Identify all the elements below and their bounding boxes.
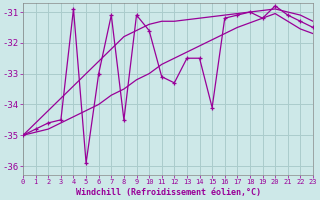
- X-axis label: Windchill (Refroidissement éolien,°C): Windchill (Refroidissement éolien,°C): [76, 188, 260, 197]
